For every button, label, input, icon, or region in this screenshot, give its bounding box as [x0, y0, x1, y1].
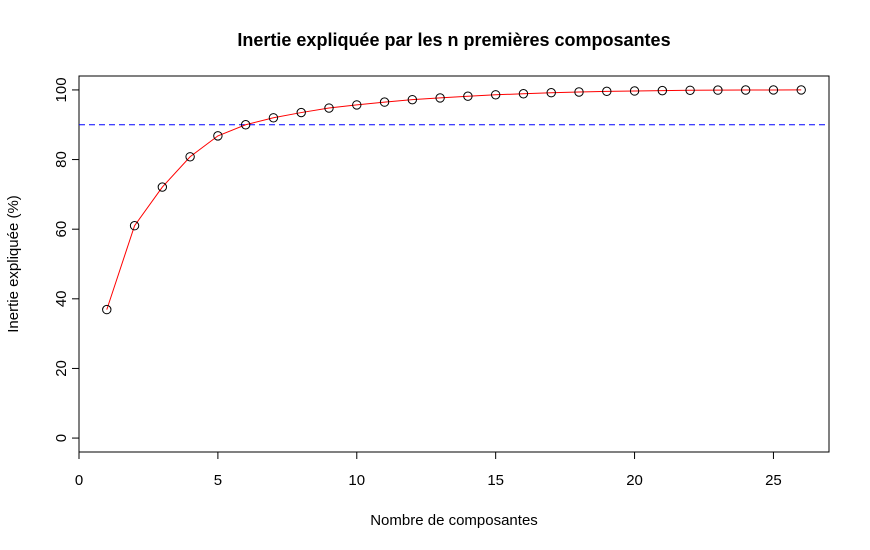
- data-point: [213, 131, 223, 141]
- data-point: [713, 85, 723, 95]
- x-tick-label: 15: [487, 472, 504, 489]
- chart-title: Inertie expliquée par les n premières co…: [237, 30, 670, 50]
- y-tick-label: 20: [53, 360, 70, 377]
- data-point: [796, 85, 806, 95]
- series-points: [102, 85, 806, 315]
- data-point: [324, 103, 334, 113]
- data-point: [185, 152, 195, 162]
- x-tick-label: 20: [626, 472, 643, 489]
- data-point: [657, 85, 668, 96]
- data-point: [518, 89, 529, 99]
- x-tick-label: 0: [75, 472, 83, 489]
- x-tick-label: 5: [214, 472, 222, 489]
- data-point: [296, 107, 306, 118]
- data-point: [352, 100, 362, 110]
- data-point: [602, 86, 612, 97]
- data-point: [407, 94, 418, 105]
- y-tick-label: 100: [53, 77, 70, 102]
- y-tick-label: 0: [53, 434, 70, 442]
- data-point: [685, 85, 695, 95]
- data-point: [546, 88, 556, 98]
- data-point: [490, 90, 501, 100]
- x-axis-label: Nombre de composantes: [370, 512, 538, 529]
- data-point: [102, 304, 112, 315]
- data-point: [157, 182, 168, 192]
- data-point: [463, 91, 473, 101]
- y-tick-label: 40: [53, 290, 70, 307]
- data-point: [129, 221, 140, 231]
- y-axis-label: Inertie expliquée (%): [5, 195, 22, 333]
- data-point: [379, 97, 390, 107]
- y-axis: 0 20 40 60 80 100: [53, 77, 80, 442]
- y-tick-label: 60: [53, 221, 70, 238]
- data-point: [740, 85, 751, 95]
- x-tick-label: 10: [348, 472, 365, 489]
- data-point: [240, 120, 251, 130]
- x-tick-label: 25: [765, 472, 782, 489]
- data-point: [574, 87, 584, 97]
- data-point: [268, 113, 279, 123]
- data-point: [435, 93, 445, 103]
- data-point: [629, 86, 640, 96]
- x-axis: 0 5 10 15 20 25: [75, 451, 782, 489]
- y-tick-label: 80: [53, 151, 70, 168]
- data-point: [768, 85, 779, 95]
